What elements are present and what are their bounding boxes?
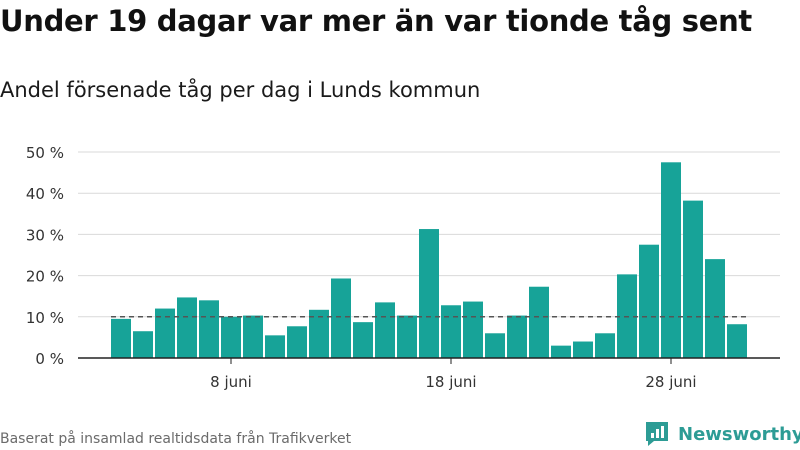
bar <box>661 162 681 358</box>
x-tick-label: 8 juni <box>210 373 252 391</box>
x-tick-label: 18 juni <box>425 373 476 391</box>
y-tick-label: 10 % <box>26 309 64 327</box>
bar <box>529 286 549 358</box>
bars <box>111 162 747 358</box>
bar <box>573 341 593 358</box>
y-axis-ticks: 0 % 10 % 20 % 30 % 40 % 50 % <box>26 144 64 368</box>
bar <box>463 301 483 358</box>
y-tick-label: 0 % <box>35 350 64 368</box>
y-tick-label: 20 % <box>26 268 64 286</box>
bar <box>727 324 747 358</box>
bar <box>177 297 197 358</box>
bar <box>331 278 351 358</box>
bar <box>111 318 131 358</box>
bar <box>353 322 373 358</box>
bar <box>595 333 615 358</box>
bar <box>705 259 725 358</box>
brand-logo: Newsworthy <box>644 420 800 448</box>
x-tick-label: 28 juni <box>645 373 696 391</box>
bar-chart: 0 % 10 % 20 % 30 % 40 % 50 % 8 juni 18 juni 28 … <box>26 144 780 391</box>
bar <box>419 229 439 358</box>
bar <box>309 309 329 358</box>
brand-name: Newsworthy <box>678 423 800 445</box>
bar <box>287 326 307 358</box>
bar <box>639 244 659 358</box>
y-tick-label: 30 % <box>26 226 64 244</box>
bar <box>683 200 703 358</box>
bar <box>375 302 395 358</box>
bar <box>507 315 527 358</box>
bar <box>199 300 219 358</box>
bar <box>265 335 285 358</box>
source-note: Baserat på insamlad realtidsdata från Tr… <box>0 431 352 447</box>
y-tick-label: 50 % <box>26 144 64 162</box>
bar <box>551 345 571 358</box>
bar <box>485 333 505 358</box>
bar <box>397 315 417 358</box>
x-axis: 8 juni 18 juni 28 juni <box>78 357 780 391</box>
bar <box>155 308 175 358</box>
chart-subtitle: Andel försenade tåg per dag i Lunds komm… <box>0 78 481 102</box>
newsworthy-logo-icon <box>646 422 668 446</box>
bar <box>243 315 263 358</box>
chart-title: Under 19 dagar var mer än var tionde tåg… <box>0 4 752 38</box>
bar <box>133 331 153 358</box>
bar <box>441 305 461 358</box>
bar <box>221 316 241 358</box>
y-tick-label: 40 % <box>26 185 64 203</box>
